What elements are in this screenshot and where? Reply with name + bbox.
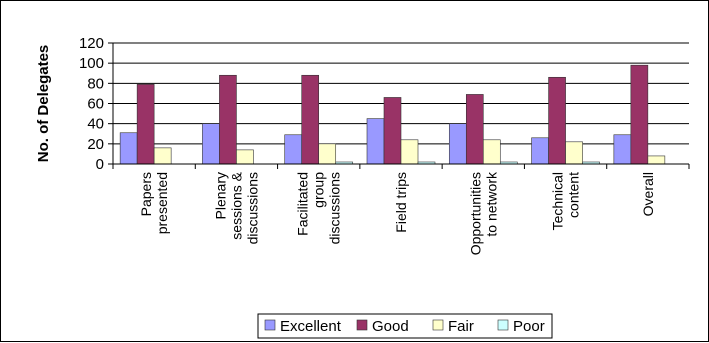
legend-swatch-excellent	[264, 319, 276, 331]
category-label: sessions &	[228, 171, 244, 239]
y-axis-label: No. of Delegates	[35, 45, 52, 163]
bar-fair	[153, 147, 172, 165]
category-labels: Papers presented Plenary sessions & discussi…	[138, 171, 656, 255]
legend-label-fair: Fair	[448, 318, 474, 335]
category-label: Technical	[550, 172, 566, 230]
bar-fair	[400, 139, 419, 165]
category-label: Overall	[640, 172, 656, 216]
category-label: Field trips	[393, 172, 409, 233]
bar-fair	[565, 141, 583, 165]
category-label: Papers	[138, 172, 154, 216]
category-label: discussions	[244, 172, 260, 244]
bar-good	[219, 74, 237, 165]
legend-swatch-fair	[432, 319, 444, 331]
category-label: Plenary	[212, 172, 228, 219]
category-label: presented	[154, 172, 170, 234]
legend-label-good: Good	[372, 318, 409, 335]
category-label: content	[566, 172, 582, 218]
y-tick-label: 120	[79, 35, 104, 52]
bar-fair	[318, 143, 337, 165]
bars	[119, 64, 666, 165]
bar-good	[383, 97, 402, 165]
category-label: Opportunities	[467, 172, 483, 255]
bar-excellent	[531, 137, 549, 165]
legend-label-excellent: Excellent	[280, 318, 342, 335]
bar-fair	[236, 149, 254, 165]
category-label: discussions	[327, 172, 343, 244]
legend-swatch-poor	[497, 319, 509, 331]
axes	[108, 42, 690, 169]
y-tick-label: 100	[79, 55, 104, 72]
y-tick-label: 0	[96, 156, 104, 173]
bar-excellent	[448, 123, 467, 165]
y-tick-label: 20	[87, 136, 104, 153]
y-tick-label: 60	[87, 96, 104, 113]
category-label: group	[311, 172, 327, 208]
bar-good	[301, 74, 320, 165]
legend-swatch-good	[356, 319, 368, 331]
bar-excellent	[366, 118, 385, 165]
bar-excellent	[119, 132, 138, 165]
bar-excellent	[613, 134, 632, 165]
y-tick-label: 40	[87, 116, 104, 133]
bar-good	[548, 76, 566, 165]
bar-fair	[647, 155, 666, 165]
bar-excellent	[202, 123, 220, 165]
y-tick-labels: 0 20 40 60 80 100 120	[79, 35, 104, 173]
y-tick-label: 80	[87, 75, 104, 92]
legend-label-poor: Poor	[513, 318, 545, 335]
bar-good	[630, 64, 649, 165]
category-label: Facilitated	[295, 172, 311, 236]
bar-good	[465, 94, 484, 165]
bar-fair	[482, 139, 501, 165]
legend: Excellent Good Fair Poor	[257, 313, 553, 339]
category-label: to network	[483, 171, 499, 237]
bar-good	[136, 84, 155, 165]
bar-excellent	[284, 134, 303, 165]
